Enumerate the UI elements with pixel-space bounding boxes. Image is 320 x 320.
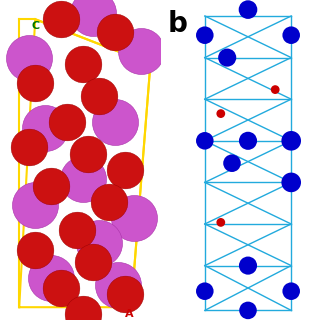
Point: [90, 10, 95, 15]
Point: [26, 145, 31, 150]
Point: [289, 138, 294, 143]
Point: [218, 220, 223, 225]
Point: [229, 161, 235, 166]
Point: [122, 292, 127, 297]
Point: [202, 33, 207, 38]
Point: [202, 289, 207, 294]
Point: [245, 308, 251, 313]
Point: [85, 151, 91, 156]
Point: [245, 263, 251, 268]
Point: [74, 228, 79, 233]
Point: [273, 87, 278, 92]
Point: [289, 289, 294, 294]
Point: [113, 119, 118, 124]
Point: [113, 29, 118, 35]
Point: [33, 81, 38, 86]
Point: [106, 199, 111, 204]
Point: [122, 167, 127, 172]
Point: [81, 311, 86, 316]
Point: [289, 180, 294, 185]
Point: [58, 285, 63, 291]
Point: [65, 119, 70, 124]
Text: A: A: [125, 309, 133, 319]
Point: [97, 241, 102, 246]
Point: [245, 7, 251, 12]
Text: b: b: [168, 10, 188, 38]
Point: [289, 33, 294, 38]
Point: [225, 55, 230, 60]
Point: [245, 138, 251, 143]
Point: [49, 276, 54, 281]
Point: [49, 183, 54, 188]
Point: [218, 111, 223, 116]
Point: [90, 260, 95, 265]
Point: [58, 17, 63, 22]
Point: [116, 282, 121, 287]
Point: [81, 177, 86, 182]
Text: C: C: [32, 21, 40, 31]
Point: [138, 49, 143, 54]
Point: [97, 93, 102, 99]
Point: [202, 138, 207, 143]
Point: [33, 202, 38, 207]
Point: [26, 55, 31, 60]
Point: [42, 125, 47, 131]
Point: [33, 247, 38, 252]
Point: [132, 215, 137, 220]
Point: [81, 61, 86, 67]
